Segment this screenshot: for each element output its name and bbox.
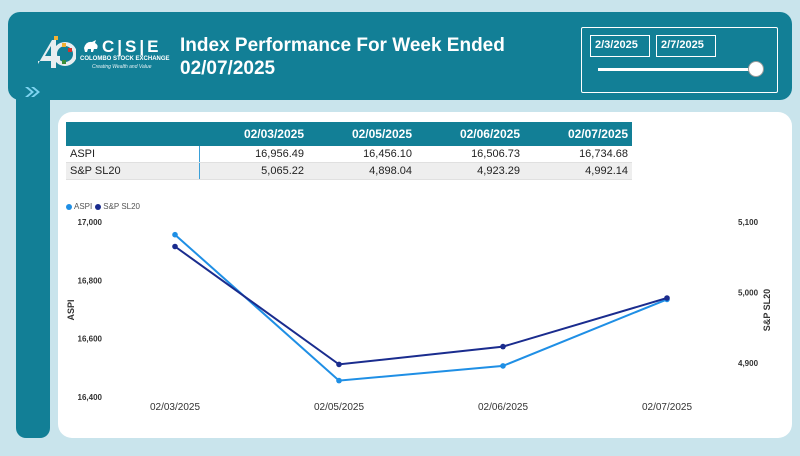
- y2-tick-label: 5,100: [738, 218, 759, 227]
- cse-name: COLOMBO STOCK EXCHANGE: [80, 56, 170, 62]
- end-date-input[interactable]: 2/7/2025: [656, 35, 716, 57]
- legend-dot-icon: [95, 203, 102, 210]
- slider-track[interactable]: [598, 68, 756, 71]
- data-point: [172, 231, 178, 238]
- y2-tick-label: 4,900: [738, 359, 759, 368]
- table-cell: 4,923.29: [477, 165, 520, 177]
- y-tick-label: 16,800: [78, 276, 103, 285]
- table-row: ASPI 16,956.49 16,456.10 16,506.73 16,73…: [66, 146, 632, 163]
- start-date-input[interactable]: 2/3/2025: [590, 35, 650, 57]
- y-tick-label: 16,600: [78, 335, 103, 344]
- y-tick-label: 17,000: [78, 218, 103, 227]
- table-cell: 4,992.14: [585, 165, 628, 177]
- table-cell: 16,734.68: [579, 148, 628, 160]
- page-title: Index Performance For Week Ended 02/07/2…: [180, 35, 505, 79]
- y-axis-title: ASPI: [66, 299, 76, 320]
- y-tick-label: 16,400: [78, 393, 103, 402]
- legend-label: ASPI: [74, 202, 93, 211]
- slider-handle[interactable]: [748, 61, 764, 77]
- data-point: [172, 243, 178, 250]
- x-tick-label: 02/05/2025: [314, 402, 364, 413]
- y2-tick-label: 5,000: [738, 289, 759, 298]
- table-header-cell: 02/07/2025: [567, 127, 628, 141]
- legend-dot-icon: [66, 203, 72, 210]
- chevron-right-icon[interactable]: [24, 86, 42, 98]
- cse-logo: C|S|E COLOMBO STOCK EXCHANGE Creating We…: [80, 35, 180, 75]
- row-label: ASPI: [66, 146, 200, 162]
- table-cell: 4,898.04: [369, 165, 412, 177]
- series-line-sl20: [174, 245, 668, 366]
- table-header: 02/03/2025 02/05/2025 02/06/2025 02/07/2…: [66, 122, 632, 146]
- x-tick-label: 02/03/2025: [150, 402, 200, 413]
- y2-axis-title: S&P SL20: [762, 289, 772, 331]
- bull-icon: [84, 40, 98, 52]
- table-header-cell: 02/05/2025: [351, 127, 412, 141]
- side-panel: [16, 86, 50, 438]
- x-tick-label: 02/06/2025: [478, 402, 528, 413]
- row-label: S&P SL20: [66, 163, 200, 179]
- series-line-aspi: [174, 233, 668, 382]
- table-cell: 16,456.10: [363, 148, 412, 160]
- chart-legend: ASPI S&P SL20: [66, 202, 143, 211]
- table-cell: 16,956.49: [255, 148, 304, 160]
- table-cell: 5,065.22: [261, 165, 304, 177]
- date-range-slicer[interactable]: 2/3/2025 2/7/2025: [581, 27, 778, 93]
- legend-item-aspi[interactable]: ASPI: [66, 202, 92, 211]
- cse-tagline: Creating Wealth and Value: [92, 64, 152, 70]
- data-point: [664, 295, 670, 301]
- table-header-cell: 02/03/2025: [243, 127, 304, 141]
- anniversary-logo-icon: [38, 36, 76, 68]
- data-point: [500, 363, 506, 369]
- table-cell: 16,506.73: [471, 148, 520, 160]
- data-point: [336, 361, 342, 368]
- legend-item-sl20[interactable]: S&P SL20: [95, 202, 140, 211]
- legend-label: S&P SL20: [103, 202, 141, 211]
- index-table: 02/03/2025 02/05/2025 02/06/2025 02/07/2…: [66, 122, 632, 180]
- data-point: [336, 377, 342, 384]
- table-row: S&P SL20 5,065.22 4,898.04 4,923.29 4,99…: [66, 163, 632, 180]
- x-tick-label: 02/07/2025: [642, 402, 692, 413]
- data-point: [500, 343, 506, 350]
- cse-letters: C|S|E: [102, 37, 162, 56]
- table-header-cell: 02/06/2025: [459, 127, 520, 141]
